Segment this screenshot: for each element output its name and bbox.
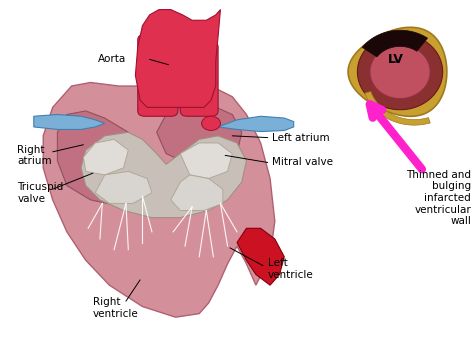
Polygon shape (370, 45, 430, 99)
Polygon shape (362, 30, 428, 57)
Text: Left atrium: Left atrium (273, 132, 330, 142)
Polygon shape (180, 143, 232, 178)
Polygon shape (156, 104, 242, 164)
Polygon shape (357, 34, 443, 110)
Polygon shape (57, 111, 156, 207)
Text: Right
atrium: Right atrium (17, 145, 52, 166)
Text: Tricuspid
valve: Tricuspid valve (17, 182, 64, 203)
Polygon shape (218, 116, 294, 132)
Polygon shape (348, 27, 447, 116)
Text: Thinned and
bulging
infarcted
ventricular
wall: Thinned and bulging infarcted ventricula… (406, 170, 471, 226)
Polygon shape (171, 175, 223, 211)
Polygon shape (136, 10, 220, 107)
Polygon shape (95, 171, 152, 203)
Text: Right
ventricle: Right ventricle (93, 297, 138, 319)
FancyBboxPatch shape (138, 35, 178, 116)
Polygon shape (43, 82, 275, 317)
Polygon shape (365, 91, 430, 125)
Ellipse shape (201, 116, 220, 131)
Text: LV: LV (387, 53, 403, 66)
Text: Aorta: Aorta (98, 54, 126, 64)
Text: Mitral valve: Mitral valve (273, 157, 333, 167)
Text: Left
ventricle: Left ventricle (268, 258, 313, 280)
Polygon shape (81, 132, 246, 218)
Polygon shape (83, 139, 128, 175)
Polygon shape (34, 115, 105, 130)
FancyBboxPatch shape (180, 41, 218, 116)
Polygon shape (237, 228, 284, 285)
